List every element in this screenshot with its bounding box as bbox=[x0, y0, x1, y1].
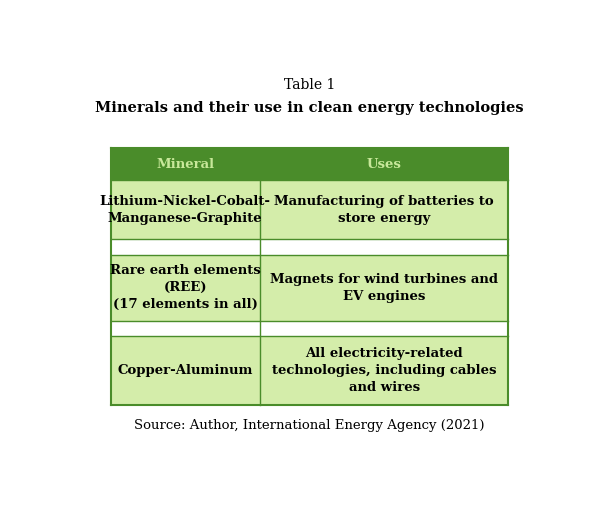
Bar bbox=[111, 148, 260, 180]
Text: Manufacturing of batteries to
store energy: Manufacturing of batteries to store ener… bbox=[274, 195, 494, 225]
Bar bbox=[111, 239, 260, 255]
Bar bbox=[111, 336, 260, 405]
Text: Minerals and their use in clean energy technologies: Minerals and their use in clean energy t… bbox=[95, 102, 524, 116]
Text: Mineral: Mineral bbox=[156, 158, 214, 171]
Bar bbox=[111, 321, 260, 336]
Text: Table 1: Table 1 bbox=[284, 78, 335, 92]
Bar bbox=[260, 255, 509, 321]
Bar bbox=[111, 180, 260, 239]
Text: Lithium-Nickel-Cobalt-
Manganese-Graphite: Lithium-Nickel-Cobalt- Manganese-Graphit… bbox=[100, 195, 271, 225]
Text: Source: Author, International Energy Agency (2021): Source: Author, International Energy Age… bbox=[134, 419, 485, 432]
Bar bbox=[260, 180, 509, 239]
Text: All electricity-related
technologies, including cables
and wires: All electricity-related technologies, in… bbox=[272, 347, 496, 394]
Bar bbox=[260, 336, 509, 405]
Text: Uses: Uses bbox=[367, 158, 402, 171]
Bar bbox=[260, 239, 509, 255]
Bar bbox=[260, 148, 509, 180]
Text: Magnets for wind turbines and
EV engines: Magnets for wind turbines and EV engines bbox=[270, 273, 498, 302]
Text: Copper-Aluminum: Copper-Aluminum bbox=[118, 364, 253, 377]
Text: Rare earth elements
(REE)
(17 elements in all): Rare earth elements (REE) (17 elements i… bbox=[110, 264, 260, 311]
Bar bbox=[260, 321, 509, 336]
Bar bbox=[111, 255, 260, 321]
